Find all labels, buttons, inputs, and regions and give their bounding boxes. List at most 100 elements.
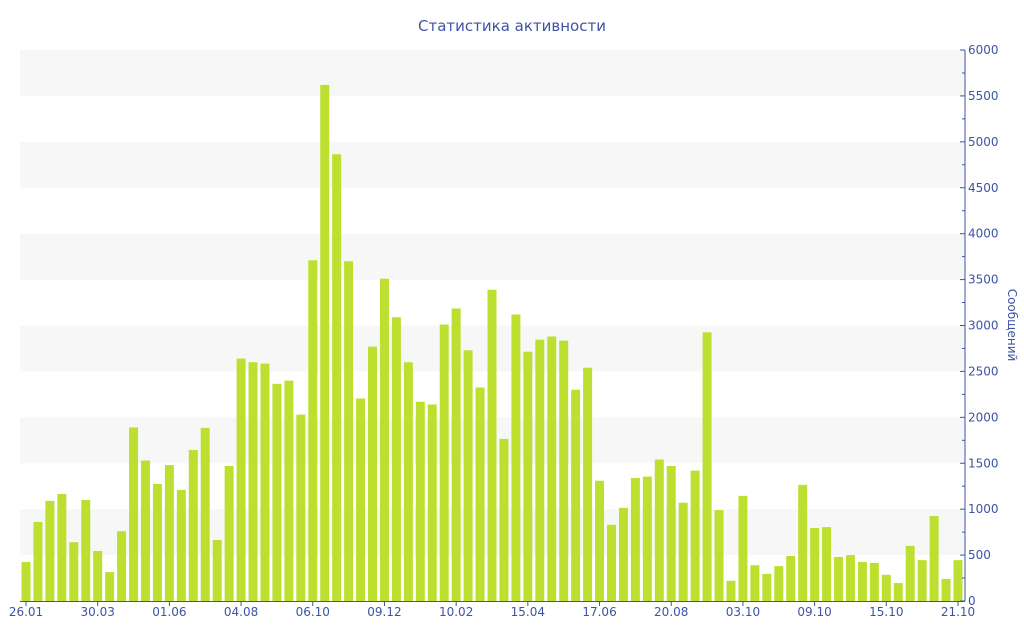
bar[interactable] (822, 527, 832, 601)
bar[interactable] (21, 561, 31, 601)
bar[interactable] (284, 380, 294, 601)
bar[interactable] (427, 404, 437, 601)
bar[interactable] (248, 362, 258, 601)
bar[interactable] (857, 561, 867, 601)
y-tick-label: 4000 (968, 227, 999, 241)
y-tick-label: 4500 (968, 181, 999, 195)
y-tick-label: 0 (968, 594, 976, 608)
bar[interactable] (164, 465, 174, 601)
bar[interactable] (487, 289, 497, 601)
bar[interactable] (559, 340, 569, 601)
bar[interactable] (296, 414, 306, 601)
bar[interactable] (810, 527, 820, 601)
bar[interactable] (499, 438, 509, 601)
bar[interactable] (117, 531, 127, 601)
bar[interactable] (332, 154, 342, 601)
bar[interactable] (726, 580, 736, 601)
bar[interactable] (774, 566, 784, 601)
bar[interactable] (786, 556, 796, 601)
bar[interactable] (140, 460, 150, 601)
bar[interactable] (391, 317, 401, 601)
x-axis-ticks: 26.01 30.03 01.06 04.08 06.10 09.12 10.02 15.04… (9, 601, 975, 619)
x-tick-label: 21.10 (941, 605, 975, 619)
bar[interactable] (463, 350, 473, 601)
bar[interactable] (618, 507, 628, 601)
bar[interactable] (535, 339, 545, 601)
bar[interactable] (344, 261, 354, 601)
x-tick-label: 04.08 (224, 605, 258, 619)
x-tick-label: 03.10 (726, 605, 760, 619)
bar[interactable] (475, 387, 485, 601)
bar[interactable] (129, 427, 139, 601)
chart-title: Статистика активности (418, 17, 606, 35)
bar[interactable] (630, 477, 640, 601)
bar[interactable] (702, 332, 712, 601)
bar[interactable] (845, 555, 855, 601)
x-tick-label: 17.06 (582, 605, 616, 619)
bar[interactable] (308, 260, 318, 601)
bar[interactable] (511, 314, 521, 601)
bar[interactable] (666, 466, 676, 601)
bar[interactable] (451, 308, 461, 601)
bar[interactable] (642, 476, 652, 601)
bar[interactable] (33, 522, 43, 601)
bar[interactable] (762, 573, 772, 601)
bar[interactable] (320, 84, 330, 601)
x-tick-label: 09.12 (367, 605, 401, 619)
bar[interactable] (439, 324, 449, 601)
bar[interactable] (571, 389, 581, 601)
bar[interactable] (953, 560, 963, 601)
bar[interactable] (738, 495, 748, 601)
bar[interactable] (356, 398, 366, 601)
bar[interactable] (176, 489, 186, 601)
grid-bands (20, 50, 965, 556)
bar[interactable] (260, 363, 270, 601)
bar[interactable] (893, 583, 903, 601)
bar[interactable] (200, 427, 210, 601)
bar[interactable] (368, 346, 378, 601)
bar[interactable] (93, 550, 103, 601)
bar[interactable] (379, 278, 389, 601)
y-tick-label: 3500 (968, 273, 999, 287)
bar[interactable] (212, 539, 222, 601)
bar[interactable] (81, 499, 91, 601)
bar[interactable] (403, 362, 413, 601)
bar[interactable] (678, 502, 688, 601)
y-tick-label: 1000 (968, 502, 999, 516)
bar[interactable] (654, 459, 664, 601)
bar[interactable] (917, 560, 927, 601)
y-tick-label: 6000 (968, 43, 999, 57)
bar[interactable] (45, 500, 55, 601)
bar[interactable] (690, 470, 700, 601)
bar[interactable] (415, 401, 425, 601)
bar[interactable] (798, 484, 808, 601)
x-tick-label: 15.10 (869, 605, 903, 619)
y-tick-label: 1500 (968, 456, 999, 470)
bar[interactable] (905, 545, 915, 601)
bar[interactable] (57, 494, 67, 601)
bar[interactable] (834, 556, 844, 601)
bar[interactable] (105, 572, 115, 601)
x-tick-label: 20.08 (654, 605, 688, 619)
y-tick-label: 2500 (968, 364, 999, 378)
bar[interactable] (188, 449, 198, 601)
bar[interactable] (714, 510, 724, 601)
bar[interactable] (272, 383, 282, 601)
bar[interactable] (583, 367, 593, 601)
bar[interactable] (547, 336, 557, 601)
bar[interactable] (595, 480, 605, 601)
bar[interactable] (606, 524, 616, 601)
bar[interactable] (941, 578, 951, 601)
bar[interactable] (750, 565, 760, 601)
bar[interactable] (69, 542, 79, 601)
x-tick-label: 06.10 (296, 605, 330, 619)
bar[interactable] (152, 483, 162, 601)
bar[interactable] (236, 358, 246, 601)
bar[interactable] (929, 516, 939, 601)
bar[interactable] (881, 574, 891, 601)
bar[interactable] (523, 351, 533, 601)
bar[interactable] (869, 562, 879, 601)
bar[interactable] (224, 466, 234, 601)
grid-band (20, 50, 965, 96)
